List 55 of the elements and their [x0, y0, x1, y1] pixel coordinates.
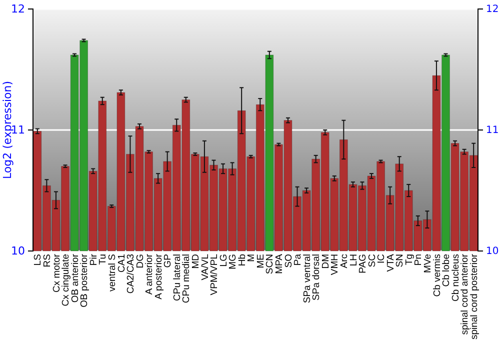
x-tick-label: SCN [264, 254, 276, 274]
x-tick-label: M [246, 254, 258, 262]
x-tick-label: MG [228, 254, 239, 270]
x-tick-label: SC [366, 254, 378, 268]
x-tick-label: CA1 [116, 254, 128, 272]
x-tick-label: CA2/CA3 [126, 254, 137, 294]
x-tick-label: LH [348, 254, 360, 266]
x-tick-label: MD [190, 254, 202, 269]
x-tick-label: CPu lateral [172, 254, 183, 301]
x-tick-label: VTA [385, 253, 396, 272]
y-axis-title: Log2 (expression) [1, 80, 14, 180]
x-tick-label: Tg [404, 254, 415, 266]
x-tick-label: Cb nucleus [450, 254, 462, 302]
x-tick-label: Cb vermis [432, 254, 443, 297]
x-tick-label: spinal cord anterior [460, 254, 471, 335]
x-tick-label: RS [42, 254, 54, 268]
x-tick-label: DM [320, 254, 332, 269]
x-tick-label: ME [255, 254, 266, 268]
y2-tick-label: 10 [486, 246, 499, 258]
y2-tick-label: 12 [486, 4, 499, 16]
x-tick-label: Cx cingulate [60, 254, 72, 306]
x-tick-label: OB anterior [70, 254, 81, 303]
x-tick-label: CPu medial [181, 254, 192, 304]
x-tick-label: A anterior [144, 254, 156, 295]
y-tick-label: 12 [11, 2, 25, 16]
x-tick-label: SPa ventral [302, 254, 313, 304]
x-tick-label: GP [162, 254, 174, 268]
x-tick-label: LG [218, 254, 230, 267]
x-tick-label: Cb lobe [441, 254, 452, 287]
x-tick-label: Hb [236, 254, 248, 266]
x-tick-label: Tu [98, 254, 109, 265]
x-tick-label: MVe [422, 254, 434, 274]
x-tick-label: ventral S [106, 254, 118, 292]
x-tick-label: VMH [330, 254, 341, 276]
x-tick-label: Pn [413, 254, 424, 266]
x-tick-label: VA/VL [200, 254, 211, 280]
x-tick-label: PAG [358, 254, 369, 274]
x-tick-label: spinal cord posterior [468, 254, 480, 340]
x-tick-label: Pa [292, 253, 304, 266]
x-tick-label: Cx motor [51, 254, 62, 293]
y-tick-label: 10 [11, 244, 25, 258]
x-tick-label: VPM/VPL [209, 254, 220, 296]
x-tick-label: DG [134, 254, 146, 268]
y2-tick-label: 11 [486, 125, 499, 136]
y-tick-label: 11 [11, 124, 25, 137]
x-tick-label: LS [32, 254, 44, 266]
x-tick-label: SPa dorsal [311, 254, 322, 300]
x-tick-label: MPA [274, 253, 286, 274]
x-tick-label: SN [394, 254, 406, 268]
x-tick-label: Arc [338, 254, 350, 268]
x-tick-label: A posterior [153, 254, 164, 300]
x-tick-label: IC [376, 254, 388, 264]
x-tick-label: SO [283, 254, 294, 268]
x-tick-label: Pir [88, 254, 100, 266]
x-tick-label: OB posterior [79, 254, 90, 308]
